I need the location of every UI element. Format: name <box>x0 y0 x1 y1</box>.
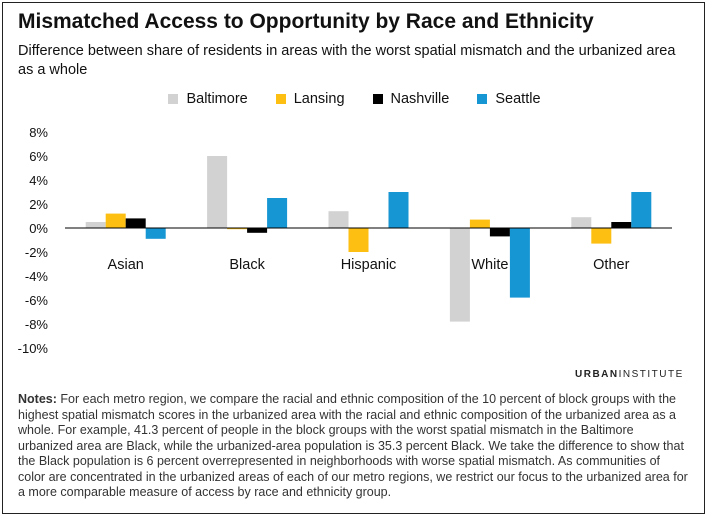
bar-seattle-asian <box>145 228 166 239</box>
bar-lansing-asian <box>105 213 126 228</box>
y-tick-label: 8% <box>29 125 48 140</box>
y-tick-label: 2% <box>29 197 48 212</box>
y-tick-label: 4% <box>29 173 48 188</box>
y-tick-label: -2% <box>25 245 49 260</box>
legend-item-baltimore: Baltimore <box>168 91 248 107</box>
y-tick-label: -10% <box>18 341 49 356</box>
bar-baltimore-black <box>207 156 228 228</box>
legend-item-seattle: Seattle <box>477 91 541 107</box>
y-tick-label: -4% <box>25 269 49 284</box>
bar-nashville-white <box>489 228 510 237</box>
y-tick-label: 0% <box>29 221 48 236</box>
legend-item-nashville: Nashville <box>372 91 450 107</box>
bar-baltimore-other <box>571 217 592 228</box>
legend-swatch <box>168 94 179 104</box>
category-label: Black <box>229 257 265 273</box>
bar-seattle-black <box>267 198 288 228</box>
legend-label: Lansing <box>293 91 345 107</box>
bar-nashville-other <box>611 222 632 228</box>
chart-title: Mismatched Access to Opportunity by Race… <box>18 10 594 33</box>
legend-swatch <box>477 94 488 104</box>
legend-swatch <box>372 94 383 104</box>
bar-lansing-black <box>227 228 248 230</box>
legend-item-lansing: Lansing <box>275 91 345 107</box>
bar-seattle-white <box>509 228 530 298</box>
bar-lansing-hispanic <box>348 228 369 252</box>
category-label: Other <box>593 257 629 273</box>
legend-label: Baltimore <box>186 91 248 107</box>
notes-text: For each metro region, we compare the ra… <box>18 392 688 499</box>
notes-label: Notes: <box>18 392 57 406</box>
bar-baltimore-hispanic <box>328 211 349 228</box>
chart-subtitle: Difference between share of residents in… <box>18 43 676 78</box>
bar-lansing-white <box>469 219 490 228</box>
bar-chart: 8% 6% 4% 2% 0% -2% -4% -6% -8% -10% Asian Black Hisp… <box>18 125 672 356</box>
bar-nashville-black <box>247 228 268 233</box>
bar-lansing-other <box>591 228 612 244</box>
chart-legend: Baltimore Lansing Nashville Seattle <box>0 91 709 107</box>
y-tick-label: -8% <box>25 317 49 332</box>
bar-seattle-other <box>631 192 652 228</box>
category-label: Hispanic <box>341 257 397 273</box>
category-label: White <box>471 257 508 273</box>
bar-baltimore-asian <box>85 222 106 228</box>
legend-swatch <box>275 94 286 104</box>
bar-nashville-asian <box>125 218 146 228</box>
brand-part-2: INSTITUTE <box>618 369 684 380</box>
brand-part-1: URBAN <box>575 369 619 380</box>
bar-baltimore-white <box>449 228 470 322</box>
urban-institute-logo: URBANINSTITUTE <box>575 369 684 380</box>
bar-seattle-hispanic <box>388 192 409 228</box>
category-label: Asian <box>108 257 144 273</box>
notes: Notes: For each metro region, we compare… <box>18 392 690 501</box>
legend-label: Nashville <box>390 91 450 107</box>
y-tick-label: -6% <box>25 293 49 308</box>
y-tick-label: 6% <box>29 149 48 164</box>
legend-label: Seattle <box>495 91 541 107</box>
